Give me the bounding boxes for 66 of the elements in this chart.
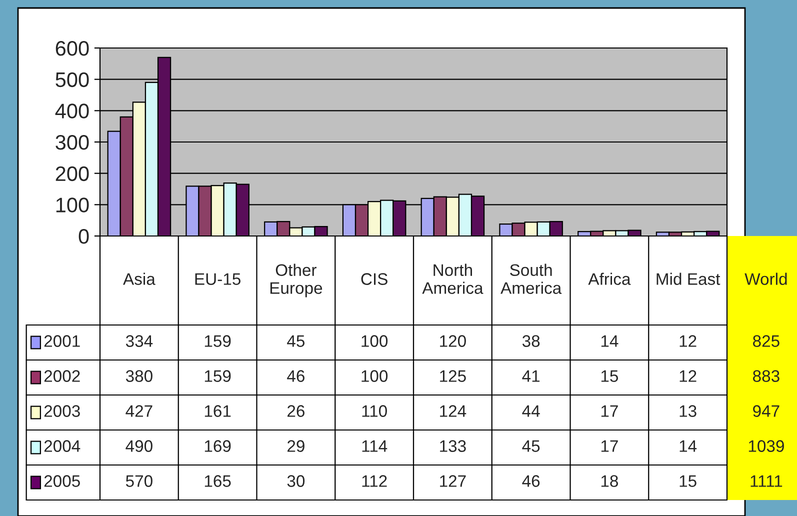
data-label: 100	[362, 335, 388, 347]
data-label: 18	[601, 475, 618, 487]
legend-label: 2004	[44, 440, 80, 452]
y-tick-label: 400	[55, 104, 89, 118]
data-label: 161	[204, 405, 231, 417]
data-label: 15	[680, 475, 696, 487]
data-label: 165	[204, 475, 231, 487]
text: 1111	[750, 475, 782, 487]
text: 1039	[748, 440, 784, 452]
data-label: 334	[126, 335, 153, 347]
y-tick-label: 0	[78, 229, 89, 244]
data-label: 41	[522, 370, 540, 382]
y-tick-label: 600	[56, 41, 89, 56]
text: World	[744, 272, 787, 285]
data-label: 120	[440, 335, 466, 347]
legend-label: 2002	[44, 370, 80, 382]
x-tick-label: CIS	[361, 273, 388, 285]
y-tick-label: 100	[56, 198, 89, 212]
x-tick-label: North America	[422, 264, 484, 294]
data-label: 570	[126, 475, 152, 487]
y-tick-label: 200	[56, 166, 89, 182]
data-label: 30	[287, 475, 305, 487]
data-label: 159	[204, 370, 231, 382]
data-label: 12	[680, 370, 696, 382]
data-label: 45	[522, 440, 540, 452]
text: 883	[753, 370, 780, 382]
data-label: 13	[680, 405, 696, 417]
data-label: 427	[126, 405, 152, 417]
x-tick-label: Asia	[123, 272, 156, 285]
data-label: 159	[204, 335, 231, 347]
legend-label: 2001	[44, 335, 80, 347]
x-tick-label: Africa	[588, 272, 631, 285]
text: 825	[753, 335, 780, 347]
data-label: 133	[440, 440, 466, 452]
data-label: 38	[522, 335, 540, 347]
data-label: 46	[522, 475, 540, 487]
data-label: 44	[522, 405, 540, 417]
x-tick-label: EU-15	[195, 273, 240, 285]
y-tick-label: 500	[56, 72, 89, 88]
data-label: 26	[288, 405, 304, 417]
data-label: 490	[126, 440, 152, 452]
x-tick-label: South America	[500, 264, 562, 294]
data-label: 124	[440, 405, 466, 417]
data-label: 29	[288, 440, 304, 452]
data-label: 112	[362, 475, 387, 487]
data-label: 14	[680, 440, 697, 452]
data-label: 12	[680, 335, 696, 347]
x-tick-label: Mid East	[656, 272, 720, 285]
data-label: 125	[440, 370, 466, 382]
legend-label: 2005	[44, 475, 80, 487]
data-label: 17	[601, 405, 618, 417]
data-label: 380	[126, 370, 152, 382]
data-label: 46	[287, 370, 304, 382]
x-tick-label: Other Europe	[270, 264, 322, 298]
data-label: 114	[362, 440, 388, 452]
data-label: 45	[287, 335, 305, 347]
data-label: 110	[362, 405, 387, 417]
data-label: 127	[440, 475, 466, 487]
legend-label: 2003	[44, 405, 80, 417]
data-label: 169	[204, 440, 231, 452]
y-tick-label: 300	[56, 135, 89, 150]
data-label: 15	[601, 370, 618, 382]
data-label: 100	[362, 370, 388, 382]
data-label: 14	[601, 335, 618, 347]
data-label: 17	[601, 440, 618, 452]
text: 947	[753, 405, 780, 417]
